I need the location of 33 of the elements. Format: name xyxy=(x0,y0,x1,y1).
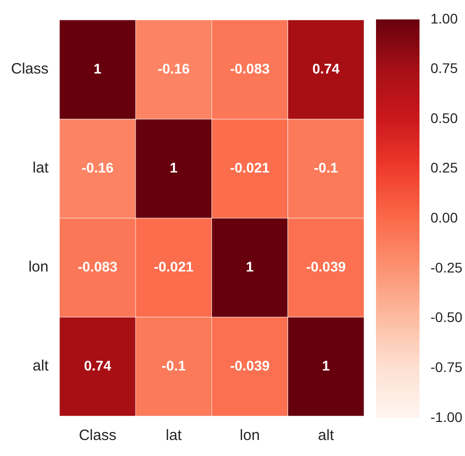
y-tick-label: lat xyxy=(32,160,50,177)
x-tick-label: Class xyxy=(78,427,116,444)
color-bar-label: 0.75 xyxy=(430,60,458,76)
data-label: 0.74 xyxy=(312,60,340,76)
y-tick-label: Class xyxy=(10,60,49,78)
color-bar-label: 0.50 xyxy=(430,110,458,126)
y-tick-label: alt xyxy=(32,358,50,375)
color-bar-label: -0.50 xyxy=(430,309,463,326)
color-bar-label: -1.00 xyxy=(430,408,463,425)
x-tick-label: lon xyxy=(240,427,260,444)
color-bar-label: -0.75 xyxy=(430,359,463,376)
data-label: 1 xyxy=(246,258,254,274)
color-bar-label: 1.00 xyxy=(430,10,458,26)
x-tick-label: alt xyxy=(318,427,335,444)
color-bar-label: 0.25 xyxy=(430,160,458,176)
data-label: -0.039 xyxy=(230,357,270,374)
data-label: -0.021 xyxy=(154,258,194,274)
data-label: 1 xyxy=(94,60,102,76)
x-tick-label: lat xyxy=(166,427,182,444)
data-label: -0.021 xyxy=(230,159,270,176)
y-tick-label: lon xyxy=(28,258,49,276)
data-label: -0.083 xyxy=(230,60,270,76)
color-bar-label: 0.00 xyxy=(430,210,458,226)
color-bar-label: -0.25 xyxy=(430,259,463,276)
data-label: -0.1 xyxy=(314,159,338,176)
data-label: 0.74 xyxy=(84,357,112,374)
data-label: -0.083 xyxy=(78,258,118,274)
data-label: -0.1 xyxy=(162,357,186,374)
data-label: 1 xyxy=(170,159,178,176)
data-label: -0.16 xyxy=(82,159,114,176)
data-label: -0.16 xyxy=(158,60,190,76)
data-label: -0.039 xyxy=(306,258,346,274)
data-label: 1 xyxy=(322,357,330,374)
